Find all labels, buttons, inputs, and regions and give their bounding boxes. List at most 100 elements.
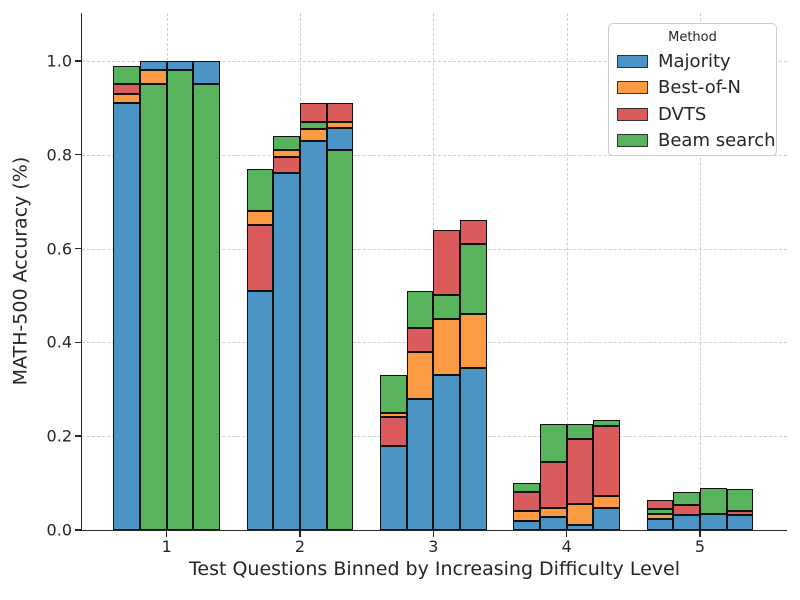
bar-segment-beam-search xyxy=(540,424,567,462)
bar-segment-dvts xyxy=(246,225,274,291)
bar-segment-majority xyxy=(326,127,354,150)
legend-title: Method xyxy=(668,30,717,45)
y-tick-mark xyxy=(74,247,81,250)
y-tick-mark xyxy=(74,529,81,531)
bar-segment-majority xyxy=(513,520,540,530)
x-tick-label: 4 xyxy=(561,537,572,556)
legend-label: Best-of-N xyxy=(658,77,742,99)
bar-segment-majority xyxy=(566,524,594,530)
bar-segment-majority xyxy=(460,368,487,530)
majority-swatch-icon xyxy=(617,54,648,68)
bar-segment-best-of-n xyxy=(326,121,354,128)
legend-label: DVTS xyxy=(658,103,707,125)
bar-segment-dvts xyxy=(300,103,327,122)
bar-segment-best-of-n xyxy=(113,93,140,104)
bar-segment-dvts xyxy=(460,220,487,244)
bar-segment-best-of-n xyxy=(593,496,620,509)
y-tick-mark xyxy=(74,153,81,156)
bar-segment-beam-search xyxy=(460,243,487,315)
bar-segment-dvts xyxy=(406,328,434,352)
y-tick-mark xyxy=(74,341,81,344)
bar-segment-majority xyxy=(113,103,140,530)
gridline-horizontal xyxy=(82,154,787,156)
bar-segment-dvts xyxy=(513,492,540,512)
y-tick-mark xyxy=(74,60,81,62)
bar-segment-majority xyxy=(433,375,460,530)
y-tick-label: 0.8 xyxy=(46,145,72,165)
legend-item-beam-search: Beam search xyxy=(609,128,776,155)
x-tick-mark xyxy=(565,531,568,537)
bar-segment-best-of-n xyxy=(300,128,327,141)
bar-segment-dvts xyxy=(593,425,620,497)
y-tick-mark xyxy=(74,435,81,437)
bar-segment-beam-search xyxy=(433,295,460,319)
x-tick-label: 5 xyxy=(694,537,706,556)
x-axis-label: Test Questions Binned by Increasing Diff… xyxy=(189,558,680,580)
gridline-horizontal xyxy=(82,60,787,62)
bar-segment-beam-search xyxy=(700,488,727,515)
bar-segment-best-of-n xyxy=(273,150,300,158)
bar-segment-majority xyxy=(193,60,220,85)
bar-segment-best-of-n xyxy=(540,508,567,518)
bar-segment-majority xyxy=(593,508,620,530)
bar-segment-beam-search xyxy=(593,419,620,426)
bar-segment-majority xyxy=(646,519,674,530)
bar-segment-beam-search xyxy=(273,135,300,150)
bar-segment-best-of-n xyxy=(406,351,434,399)
bar-segment-majority xyxy=(140,60,167,71)
bar-segment-best-of-n xyxy=(380,412,407,418)
y-tick-label: 1.0 xyxy=(46,51,72,71)
best-of-n-swatch-icon xyxy=(617,81,648,95)
bar-segment-beam-search xyxy=(380,375,407,413)
bar-segment-beam-search xyxy=(300,121,327,129)
legend: Method Majority Best-of-N DVTS Beam sear… xyxy=(608,23,777,156)
bar-segment-beam-search xyxy=(673,491,700,506)
y-tick-label: 0.4 xyxy=(46,332,72,352)
bar-segment-best-of-n xyxy=(433,318,460,376)
gridline-vertical xyxy=(566,13,568,530)
x-axis-spine xyxy=(80,529,787,531)
bar-segment-best-of-n xyxy=(646,514,674,520)
bar-segment-beam-search xyxy=(140,84,167,530)
bar-segment-best-of-n xyxy=(460,314,487,369)
bar-segment-dvts xyxy=(646,499,674,509)
bar-segment-best-of-n xyxy=(566,504,594,525)
bar-segment-majority xyxy=(540,517,567,530)
bar-segment-majority xyxy=(166,60,194,71)
bar-segment-best-of-n xyxy=(246,211,274,226)
bar-segment-dvts xyxy=(726,511,754,515)
bar-segment-dvts xyxy=(380,417,407,446)
bar-segment-beam-search xyxy=(166,70,194,530)
legend-label: Beam search xyxy=(658,130,776,152)
bar-segment-majority xyxy=(300,140,327,530)
bar-segment-beam-search xyxy=(113,65,140,85)
bar-segment-majority xyxy=(380,445,407,530)
x-tick-mark xyxy=(432,531,435,537)
bar-segment-majority xyxy=(273,173,300,530)
legend-item-dvts: DVTS xyxy=(609,101,776,128)
bar-segment-beam-search xyxy=(513,483,540,493)
plot-area xyxy=(82,13,787,530)
legend-item-best-of-n: Best-of-N xyxy=(609,75,776,102)
y-tick-label: 0.2 xyxy=(46,426,72,446)
bar-segment-beam-search xyxy=(726,489,754,512)
bar-segment-beam-search xyxy=(646,508,674,515)
x-tick-label: 1 xyxy=(161,537,172,556)
bar-segment-dvts xyxy=(113,84,140,94)
bar-segment-beam-search xyxy=(246,168,274,211)
y-tick-label: 0.6 xyxy=(46,239,72,258)
bar-segment-beam-search xyxy=(326,150,354,530)
bar-segment-dvts xyxy=(433,229,460,296)
bar-segment-dvts xyxy=(326,103,354,122)
gridline-vertical xyxy=(699,13,701,530)
x-tick-label: 2 xyxy=(294,537,306,556)
bar-segment-majority xyxy=(406,398,434,530)
legend-item-majority: Majority xyxy=(609,48,776,75)
bar-segment-beam-search xyxy=(406,290,434,329)
y-tick-label: 0.0 xyxy=(46,520,72,540)
bar-segment-majority xyxy=(673,515,700,530)
bar-segment-majority xyxy=(726,515,754,530)
bar-segment-dvts xyxy=(566,439,594,505)
bar-segment-beam-search xyxy=(193,84,220,530)
